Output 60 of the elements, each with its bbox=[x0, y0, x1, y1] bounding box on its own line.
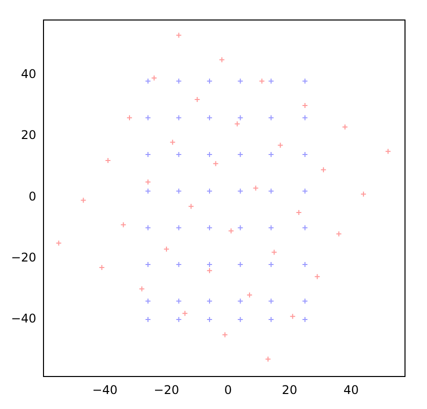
point bbox=[302, 224, 308, 231]
point bbox=[360, 191, 366, 198]
point bbox=[206, 268, 213, 274]
point bbox=[290, 313, 296, 320]
point bbox=[176, 114, 182, 121]
x-tick-label: −20 bbox=[154, 382, 180, 397]
point bbox=[302, 78, 308, 84]
point bbox=[176, 224, 182, 231]
point bbox=[138, 286, 145, 292]
point bbox=[234, 120, 240, 127]
point bbox=[212, 160, 219, 167]
point bbox=[218, 56, 225, 63]
point bbox=[206, 188, 213, 194]
point bbox=[385, 148, 392, 154]
point bbox=[176, 188, 182, 194]
point bbox=[188, 203, 194, 210]
point bbox=[170, 139, 176, 146]
point bbox=[237, 78, 244, 84]
point bbox=[176, 78, 182, 84]
point bbox=[271, 249, 278, 256]
point bbox=[176, 298, 182, 304]
y-tick-label: −40 bbox=[10, 312, 36, 326]
y-tick-label: 40 bbox=[21, 67, 36, 82]
point bbox=[206, 114, 213, 121]
y-tick-label: 20 bbox=[21, 128, 36, 142]
point bbox=[252, 185, 259, 192]
x-tick-label: 0 bbox=[224, 382, 232, 397]
point bbox=[268, 224, 274, 231]
point bbox=[80, 197, 86, 204]
point bbox=[302, 114, 308, 121]
point bbox=[237, 114, 244, 121]
point bbox=[302, 188, 308, 194]
point bbox=[320, 166, 326, 173]
point bbox=[182, 310, 188, 316]
point bbox=[176, 32, 182, 38]
point bbox=[222, 332, 228, 338]
x-tick-label: −40 bbox=[92, 382, 118, 397]
point bbox=[163, 246, 170, 252]
x-tick-label: 20 bbox=[282, 382, 298, 397]
point bbox=[268, 78, 274, 84]
point bbox=[206, 298, 213, 304]
point bbox=[336, 230, 342, 237]
point bbox=[206, 224, 213, 231]
point bbox=[228, 228, 234, 234]
point bbox=[314, 274, 320, 280]
point bbox=[237, 298, 244, 304]
point bbox=[258, 78, 265, 84]
point bbox=[120, 222, 126, 228]
point bbox=[302, 298, 308, 304]
point bbox=[206, 78, 213, 84]
y-tick-label: −20 bbox=[10, 250, 36, 264]
point bbox=[268, 114, 274, 121]
point bbox=[56, 240, 62, 246]
point bbox=[268, 188, 274, 194]
point bbox=[277, 142, 284, 148]
y-tick-label: 0 bbox=[28, 189, 36, 204]
point bbox=[268, 298, 274, 304]
point bbox=[237, 224, 244, 231]
x-tick-label: 40 bbox=[343, 382, 359, 397]
point bbox=[237, 188, 244, 194]
